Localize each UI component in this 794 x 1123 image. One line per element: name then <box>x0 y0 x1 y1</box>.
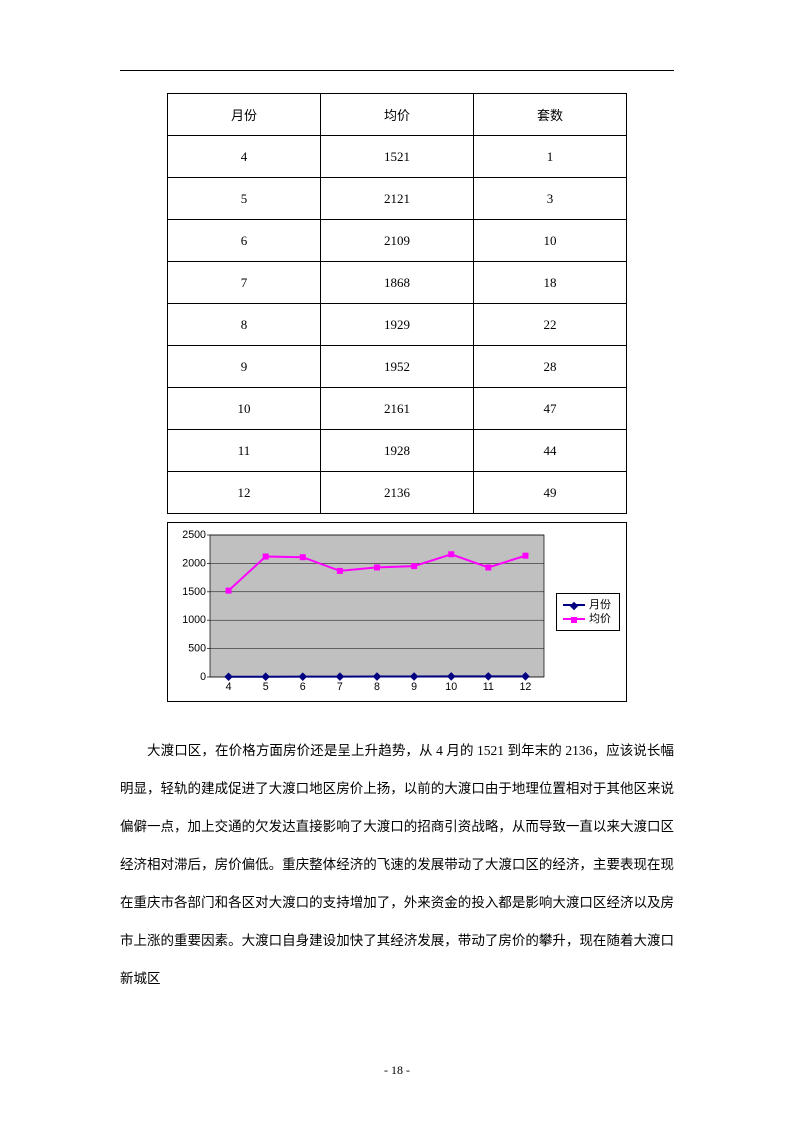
table-cell: 49 <box>474 472 627 514</box>
table-row: 415211 <box>168 136 627 178</box>
table-cell: 7 <box>168 262 321 304</box>
svg-text:500: 500 <box>188 643 206 655</box>
table-header-row: 月份 均价 套数 <box>168 94 627 136</box>
table-cell: 10 <box>168 388 321 430</box>
table-cell: 2121 <box>321 178 474 220</box>
svg-text:12: 12 <box>520 681 532 693</box>
table-cell: 1868 <box>321 262 474 304</box>
table-cell: 1929 <box>321 304 474 346</box>
svg-text:4: 4 <box>226 681 232 693</box>
table-cell: 22 <box>474 304 627 346</box>
table-cell: 2136 <box>321 472 474 514</box>
legend-label: 月份 <box>589 598 611 612</box>
svg-text:6: 6 <box>300 681 306 693</box>
table-cell: 6 <box>168 220 321 262</box>
data-table: 月份 均价 套数 4152115212136210910718681881929… <box>167 93 627 514</box>
table-cell: 44 <box>474 430 627 472</box>
legend-item: 均价 <box>563 612 611 626</box>
table-cell: 1521 <box>321 136 474 178</box>
header-rule <box>120 70 674 71</box>
table-cell: 5 <box>168 178 321 220</box>
table-cell: 1952 <box>321 346 474 388</box>
table-cell: 2161 <box>321 388 474 430</box>
body-paragraph: 大渡口区，在价格方面房价还是呈上升趋势，从 4 月的 1521 到年末的 213… <box>120 732 674 998</box>
table-cell: 1928 <box>321 430 474 472</box>
svg-text:1500: 1500 <box>182 586 206 598</box>
table-cell: 18 <box>474 262 627 304</box>
svg-text:2500: 2500 <box>182 529 206 541</box>
table-cell: 8 <box>168 304 321 346</box>
table-row: 521213 <box>168 178 627 220</box>
table-cell: 1 <box>474 136 627 178</box>
line-chart: 0 500 1000 1500 2000 2500 4 5 6 7 8 9 10 11 12 <box>172 527 552 697</box>
legend-item: 月份 <box>563 598 611 612</box>
table-cell: 9 <box>168 346 321 388</box>
svg-text:8: 8 <box>374 681 380 693</box>
table-cell: 10 <box>474 220 627 262</box>
col-header: 月份 <box>168 94 321 136</box>
table-row: 11192844 <box>168 430 627 472</box>
svg-text:2000: 2000 <box>182 557 206 569</box>
chart-legend: 月份均价 <box>556 593 620 631</box>
col-header: 套数 <box>474 94 627 136</box>
table-body: 4152115212136210910718681881929229195228… <box>168 136 627 514</box>
svg-text:7: 7 <box>337 681 343 693</box>
table-row: 6210910 <box>168 220 627 262</box>
col-header: 均价 <box>321 94 474 136</box>
legend-label: 均价 <box>589 612 611 626</box>
svg-text:1000: 1000 <box>182 614 206 626</box>
table-row: 7186818 <box>168 262 627 304</box>
table-row: 9195228 <box>168 346 627 388</box>
table-row: 10216147 <box>168 388 627 430</box>
table-cell: 2109 <box>321 220 474 262</box>
chart-container: 0 500 1000 1500 2000 2500 4 5 6 7 8 9 10 11 12 月份均价 <box>167 522 627 702</box>
svg-text:9: 9 <box>411 681 417 693</box>
svg-text:10: 10 <box>445 681 457 693</box>
svg-text:0: 0 <box>200 671 206 683</box>
svg-text:11: 11 <box>483 681 494 693</box>
table-row: 12213649 <box>168 472 627 514</box>
table-cell: 11 <box>168 430 321 472</box>
table-cell: 12 <box>168 472 321 514</box>
table-cell: 28 <box>474 346 627 388</box>
svg-text:5: 5 <box>263 681 269 693</box>
table-cell: 3 <box>474 178 627 220</box>
table-cell: 4 <box>168 136 321 178</box>
table-cell: 47 <box>474 388 627 430</box>
table-row: 8192922 <box>168 304 627 346</box>
document-page: 月份 均价 套数 4152115212136210910718681881929… <box>0 0 794 1123</box>
page-number: - 18 - <box>0 1063 794 1078</box>
